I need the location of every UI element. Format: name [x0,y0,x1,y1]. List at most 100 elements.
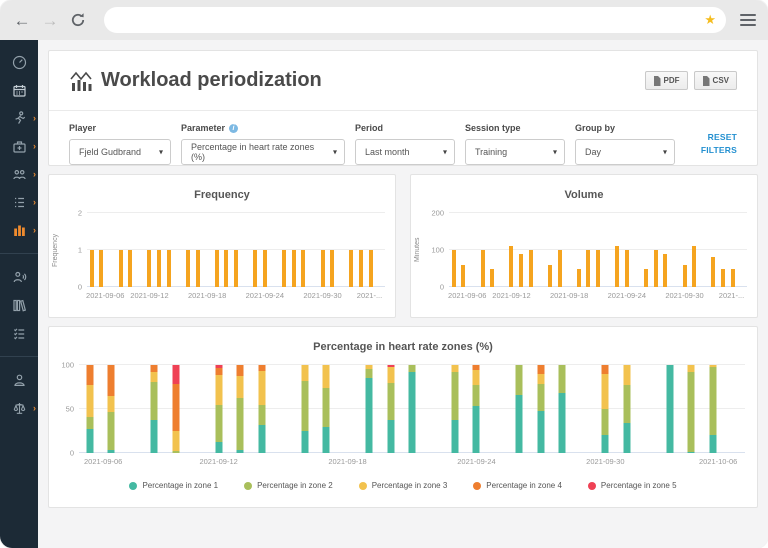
segment [301,431,309,453]
x-tick-label: 2021-... [356,291,383,300]
sidebar-divider [0,356,38,357]
medical-kit-icon [12,140,26,153]
stacked-bar-2021-09-19 [365,365,373,453]
segment [387,420,395,453]
volume-chart: Minutes 0 100 200 2021-09-06 2021-09-12 2021… [411,209,757,303]
stacked-bar-2021-09-16 [301,365,309,453]
y-axis-title: Minutes [414,237,421,263]
address-bar[interactable]: ★ [104,7,726,33]
bar-2021-09-27 [291,250,296,287]
segment [107,450,115,453]
gridline [79,364,745,365]
url-input[interactable] [114,14,705,26]
bookmark-star-icon[interactable]: ★ [704,12,716,27]
stacked-bar-2021-10-04 [687,365,695,453]
statistics-bars-icon [13,225,25,236]
segment [601,409,609,436]
segment [408,365,416,373]
bar-2021-10-05 [368,250,373,287]
segment [472,406,480,453]
bar-2021-09-26 [644,268,649,287]
sidebar-item-library[interactable] [0,291,38,319]
bar-2021-09-30 [320,250,325,287]
sidebar-item-legal[interactable]: › [0,394,38,422]
filter-parameter: Parameter i Percentage in heart rate zon… [181,123,345,165]
stacked-bar-2021-09-06 [86,365,94,453]
sidebar-item-tasks[interactable] [0,319,38,347]
period-select[interactable]: Last month ▾ [355,139,455,165]
info-icon[interactable]: i [229,123,239,133]
sidebar-item-surveys[interactable]: › [0,188,38,216]
parameter-label-text: Parameter [181,123,226,133]
segment [515,394,523,453]
export-csv-button[interactable]: CSV [693,71,737,90]
caret-down-icon: ▾ [332,147,337,157]
segment [150,419,158,453]
plot-area: 0 50 100 [61,361,745,458]
caret-down-icon: ▾ [442,147,447,157]
sidebar-item-team[interactable]: › [0,160,38,188]
stacked-bar-2021-09-23 [451,365,459,453]
session-type-select[interactable]: Training ▾ [465,139,565,165]
bar-2021-09-16 [185,250,190,287]
filter-label: Player [69,123,97,133]
sidebar-item-calendar[interactable] [0,76,38,104]
legend-dot-icon [358,481,367,490]
segment [107,411,115,451]
x-axis: 2021-09-06 2021-09-12 2021-09-18 2021-09-24… [448,289,747,301]
bar-2021-10-01 [330,250,335,287]
sidebar-item-training[interactable]: › [0,104,38,132]
sidebar-item-statistics-active[interactable]: › [0,216,38,244]
filter-label: Session type [465,123,521,133]
x-tick-label: 2021-09-06 [83,457,123,466]
segment [601,365,609,374]
x-tick-label: 2021-09-06 [86,291,125,300]
parameter-select[interactable]: Percentage in heart rate zones (%) ▾ [181,139,345,165]
bar-2021-09-06 [451,250,456,287]
refresh-icon [71,13,85,27]
reset-filters-link[interactable]: RESET FILTERS [700,132,737,155]
filter-player: Player Fjeld Gudbrand ▾ [69,123,171,165]
segment [709,366,717,436]
group-by-select-value: Day [585,147,602,157]
back-button[interactable]: ← [13,10,31,30]
x-tick-label: 2021-09-12 [492,291,531,300]
segment [687,452,695,453]
y-tick-label: 100 [61,360,74,370]
segment [258,371,266,406]
filter-label: Parameter i [181,123,345,133]
workload-chart-icon [70,71,92,91]
segment [537,373,545,385]
sidebar-item-medical[interactable]: › [0,132,38,160]
player-select-value: Fjeld Gudbrand [79,147,142,157]
group-by-select[interactable]: Day ▾ [575,139,675,165]
segment [601,435,609,453]
sidebar-item-communication[interactable] [0,263,38,291]
segment [172,431,180,452]
scales-icon [13,402,25,414]
chart-title: Percentage in heart rate zones (%) [313,341,493,353]
stacked-bar-2021-09-07 [107,365,115,453]
bar-2021-09-17 [557,250,562,287]
segment [601,373,609,410]
caret-down-icon: ▾ [552,147,557,157]
export-pdf-button[interactable]: PDF [644,71,688,90]
sidebar-item-dashboard[interactable] [0,48,38,76]
bar-2021-09-21 [234,250,238,287]
bar-2021-10-05 [730,268,735,287]
y-tick-label: 100 [431,245,444,255]
forward-button[interactable]: → [41,10,59,30]
sidebar-item-profile[interactable] [0,366,38,394]
player-select[interactable]: Fjeld Gudbrand ▾ [69,139,171,165]
bar-2021-10-04 [358,250,363,287]
segment [515,365,523,395]
x-tick-label: 2021-09-12 [199,457,238,466]
stacked-bar-2021-09-14 [258,365,266,453]
y-tick-label: 50 [65,404,74,414]
bar-2021-09-10 [128,250,133,287]
period-select-value: Last month [365,147,410,157]
legend-dot-icon [129,481,138,490]
refresh-button[interactable] [68,10,88,30]
browser-menu-button[interactable] [740,14,756,26]
